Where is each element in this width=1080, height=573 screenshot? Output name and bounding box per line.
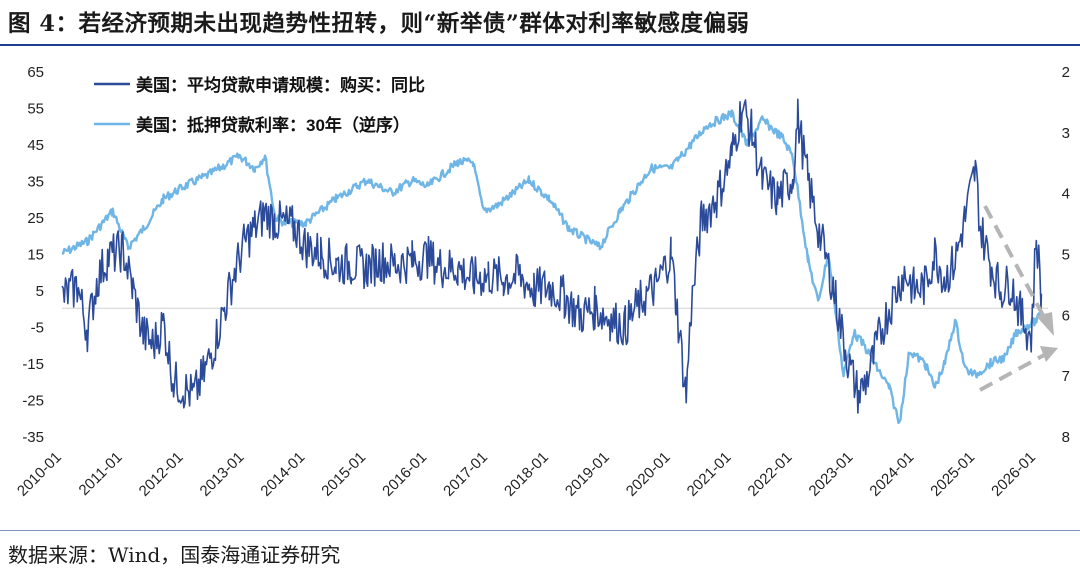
x-axis-tick-label: 2015-01 xyxy=(318,449,369,500)
x-axis-tick-label: 2013-01 xyxy=(197,449,248,500)
x-axis-tick-label: 2026-01 xyxy=(988,449,1039,500)
series-mortgage-rate-line xyxy=(61,109,1043,425)
left-axis-tick-label: 5 xyxy=(36,283,44,300)
right-axis-tick-label: 6 xyxy=(1062,307,1070,324)
right-axis-tick-label: 3 xyxy=(1062,125,1070,142)
annotation-upper-arrowhead xyxy=(1036,312,1054,336)
annotation-lower-arrowhead xyxy=(1040,346,1058,362)
left-axis-tick-label: 45 xyxy=(27,137,44,154)
legend-label-mortgage-rate: 美国：抵押贷款利率：30年（逆序） xyxy=(136,115,410,135)
right-axis-tick-label: 5 xyxy=(1062,247,1070,264)
left-axis-tick-label: -15 xyxy=(22,356,44,373)
x-axis-tick-label: 2020-01 xyxy=(623,449,674,500)
x-axis-tick-label: 2018-01 xyxy=(501,449,552,500)
left-axis-tick-label: -25 xyxy=(22,393,44,410)
x-axis-tick-label: 2016-01 xyxy=(379,449,430,500)
x-axis-tick-label: 2023-01 xyxy=(805,449,856,500)
source-divider xyxy=(0,530,1080,531)
left-axis-tick-label: -35 xyxy=(22,429,44,446)
left-axis-tick-label: 15 xyxy=(27,247,44,264)
left-axis-tick-label: -5 xyxy=(31,320,44,337)
x-axis-tick-label: 2017-01 xyxy=(440,449,491,500)
left-axis-tick-label: 25 xyxy=(27,210,44,227)
x-axis-tick-label: 2025-01 xyxy=(927,449,978,500)
x-axis-tick-label: 2022-01 xyxy=(745,449,796,500)
page-title: 图 4：若经济预期未出现趋势性扭转，则“新举债”群体对利率敏感度偏弱 xyxy=(8,11,750,37)
x-axis-tick-label: 2024-01 xyxy=(866,449,917,500)
title-divider xyxy=(0,44,1080,46)
right-axis-tick-label: 8 xyxy=(1062,429,1070,446)
right-axis-tick-label: 4 xyxy=(1062,186,1070,203)
series-loan-size-yoy-line xyxy=(61,98,1043,414)
left-axis-tick-label: 65 xyxy=(27,64,44,81)
left-axis-tick-label: 55 xyxy=(27,101,44,118)
legend-label-loan-size: 美国：平均贷款申请规模：购买：同比 xyxy=(136,75,425,95)
x-axis-tick-label: 2014-01 xyxy=(257,449,308,500)
x-axis-tick-label: 2021-01 xyxy=(684,449,735,500)
x-axis-tick-label: 2019-01 xyxy=(562,449,613,500)
source-note: 数据来源：Wind，国泰海通证券研究 xyxy=(8,543,341,567)
x-axis-tick-label: 2012-01 xyxy=(136,449,187,500)
right-axis-tick-label: 7 xyxy=(1062,368,1070,385)
right-axis-tick-label: 2 xyxy=(1062,64,1070,81)
x-axis-tick-label: 2011-01 xyxy=(76,449,126,499)
x-axis-tick-label: 2010-01 xyxy=(14,449,65,500)
annotation-lower-dashed-arrow xyxy=(979,352,1047,392)
left-axis-tick-label: 35 xyxy=(27,174,44,191)
